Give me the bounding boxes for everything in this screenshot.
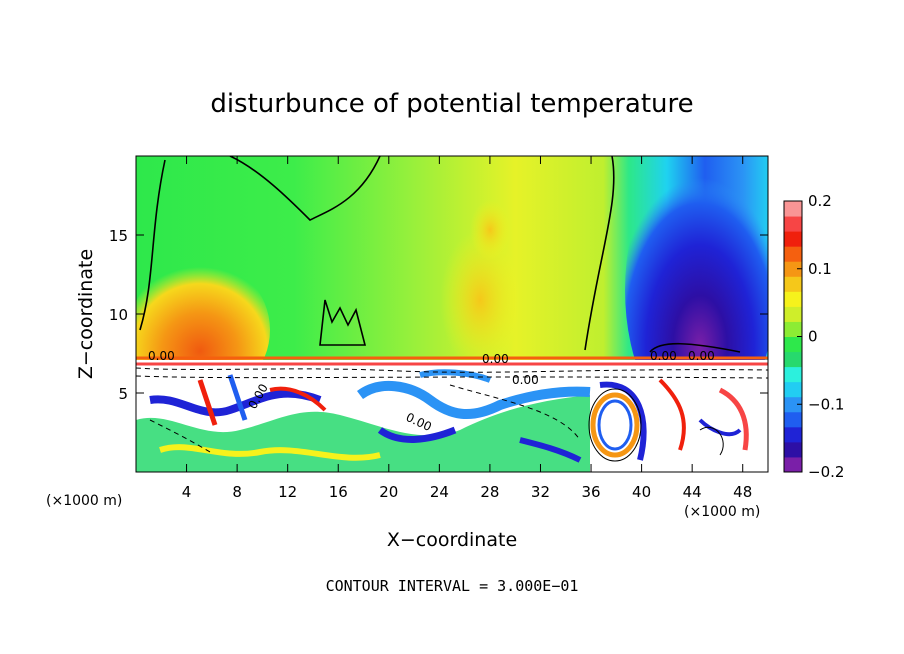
colorbar-tick-label: 0.1 xyxy=(808,260,832,278)
x-tick-label: 44 xyxy=(683,483,702,501)
x-tick-label: 40 xyxy=(632,483,651,501)
x-tick-label: 24 xyxy=(430,483,449,501)
x-tick-label: 48 xyxy=(733,483,752,501)
colorbar-tick-label: −0.1 xyxy=(808,395,844,413)
x-axis-label: X−coordinate xyxy=(387,529,517,551)
colorbar-swatch xyxy=(784,351,802,368)
contour-label: 0.00 xyxy=(512,373,539,387)
colorbar-swatch xyxy=(784,261,802,277)
colorbar-swatch xyxy=(784,246,802,262)
colorbar-swatch xyxy=(784,201,802,217)
x-tick-label: 12 xyxy=(278,483,297,501)
colorbar-swatch xyxy=(784,456,802,473)
contour-labels: 0.00 0.00 0.00 0.00 0.00 0.00 0.00 xyxy=(148,349,715,434)
x-tick-label: 4 xyxy=(182,483,192,501)
y-tick-label: 10 xyxy=(109,306,128,324)
colorbar-tick-label: −0.2 xyxy=(808,463,844,481)
colorbar-swatch xyxy=(784,426,802,443)
z-unit-label: (×1000 m) xyxy=(46,493,122,509)
colorbar-swatch xyxy=(784,276,802,292)
colorbar-swatch xyxy=(784,411,802,428)
contour-interval-label: CONTOUR INTERVAL = 3.000E−01 xyxy=(326,577,579,595)
colorbar-tick-label: 0.2 xyxy=(808,192,832,210)
colorbar-swatch xyxy=(784,336,802,353)
x-tick-label: 16 xyxy=(329,483,348,501)
colorbar-swatch xyxy=(784,306,802,322)
x-tick-label: 36 xyxy=(581,483,600,501)
x-tick-label: 8 xyxy=(232,483,242,501)
y-axis: 5 10 15 xyxy=(109,227,768,403)
y-axis-label: Z−coordinate xyxy=(75,249,97,379)
yellow-patch-small xyxy=(470,200,510,260)
colorbar-swatch xyxy=(784,366,802,383)
contour-label: 0.00 xyxy=(148,349,175,363)
y-tick-label: 15 xyxy=(109,227,128,245)
colorbar-swatch xyxy=(784,321,802,337)
colorbar-swatch xyxy=(784,381,802,398)
colorbar-swatch xyxy=(784,231,802,247)
y-tick-label: 5 xyxy=(118,385,128,403)
x-tick-label: 32 xyxy=(531,483,550,501)
x-tick-label: 28 xyxy=(480,483,499,501)
colorbar-swatch xyxy=(784,291,802,307)
colorbar-tick-label: 0 xyxy=(808,328,818,346)
x-tick-label: 20 xyxy=(379,483,398,501)
colorbar-swatch xyxy=(784,396,802,413)
x-unit-label: (×1000 m) xyxy=(684,504,760,520)
contour-label: 0.00 xyxy=(688,349,715,363)
x-axis: 4 8 12 16 20 24 28 32 36 40 44 48 xyxy=(182,156,752,501)
colorbar: 0.2 0.1 0 −0.1 −0.2 xyxy=(783,192,844,481)
contour-label: 0.00 xyxy=(482,352,509,366)
colorbar-swatch xyxy=(784,441,802,458)
yellow-patch xyxy=(440,230,520,370)
heatmap-field xyxy=(136,156,768,472)
chart-title: disturbunce of potential temperature xyxy=(210,89,693,119)
contour-label: 0.00 xyxy=(650,349,677,363)
colorbar-swatch xyxy=(784,216,802,232)
